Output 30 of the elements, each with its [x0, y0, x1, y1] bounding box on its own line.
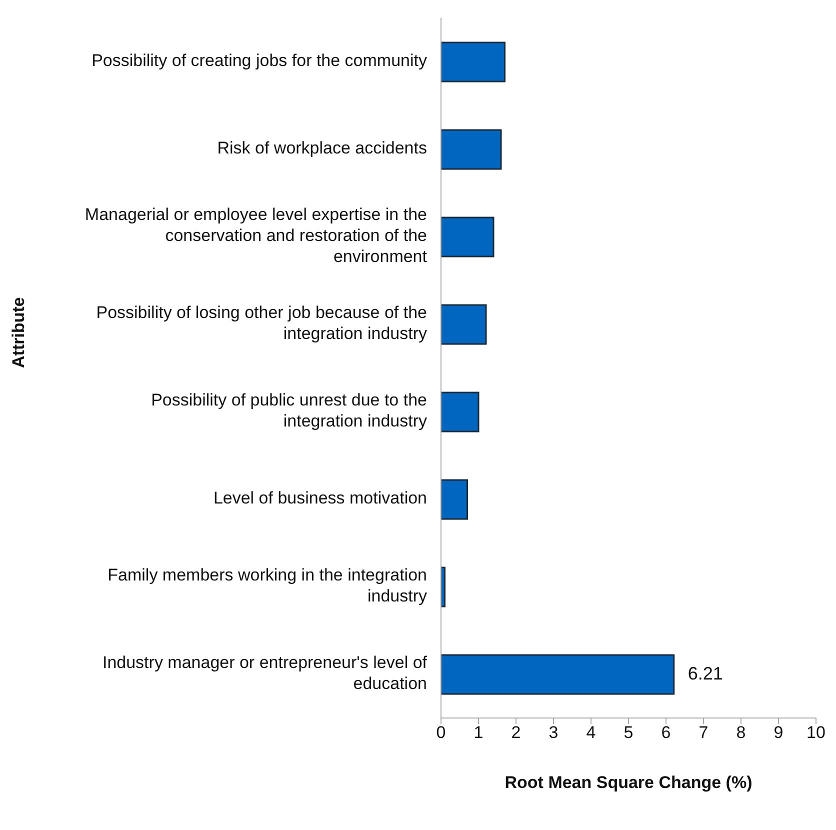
bar	[441, 216, 494, 258]
x-tick-label: 9	[774, 723, 784, 742]
bar	[441, 654, 675, 695]
y-tick-label: Managerial or employee level expertise in the conservation and restoration of the environment	[84, 205, 428, 266]
data-label: 6.21	[688, 663, 723, 684]
y-tick-label: Possibility of creating jobs for the community	[92, 51, 428, 70]
x-tick-label: 7	[698, 723, 708, 742]
y-tick-label: Family members working in the integration industry	[108, 566, 428, 606]
x-tick-label: 1	[474, 723, 484, 742]
x-tick-label: 3	[548, 723, 558, 742]
x-tick-label: 6	[661, 723, 671, 742]
bar	[441, 304, 487, 345]
x-tick-label: 10	[806, 723, 826, 742]
y-axis-title: Attribute	[9, 297, 28, 368]
x-tick-label: 5	[624, 723, 634, 742]
x-tick-label: 0	[436, 723, 446, 742]
bar	[441, 479, 468, 520]
y-tick-label: Possibility of public unrest due to the integration industry	[151, 390, 428, 431]
y-tick-label: Risk of workplace accidents	[217, 138, 427, 158]
bar	[441, 392, 480, 432]
x-axis-title: Root Mean Square Change (%)	[504, 773, 752, 792]
bar	[441, 566, 446, 608]
y-tick-label: Industry manager or entrepreneur's level of education	[102, 653, 428, 694]
y-tick-label: Level of business motivation	[213, 488, 427, 508]
bar	[441, 42, 506, 82]
x-tick-label: 4	[586, 723, 596, 742]
bar	[441, 129, 502, 170]
x-tick-label: 2	[511, 723, 521, 742]
y-tick-label: Possibility of losing other job because of the integration industry	[96, 303, 428, 344]
x-tick-label: 8	[736, 723, 746, 742]
